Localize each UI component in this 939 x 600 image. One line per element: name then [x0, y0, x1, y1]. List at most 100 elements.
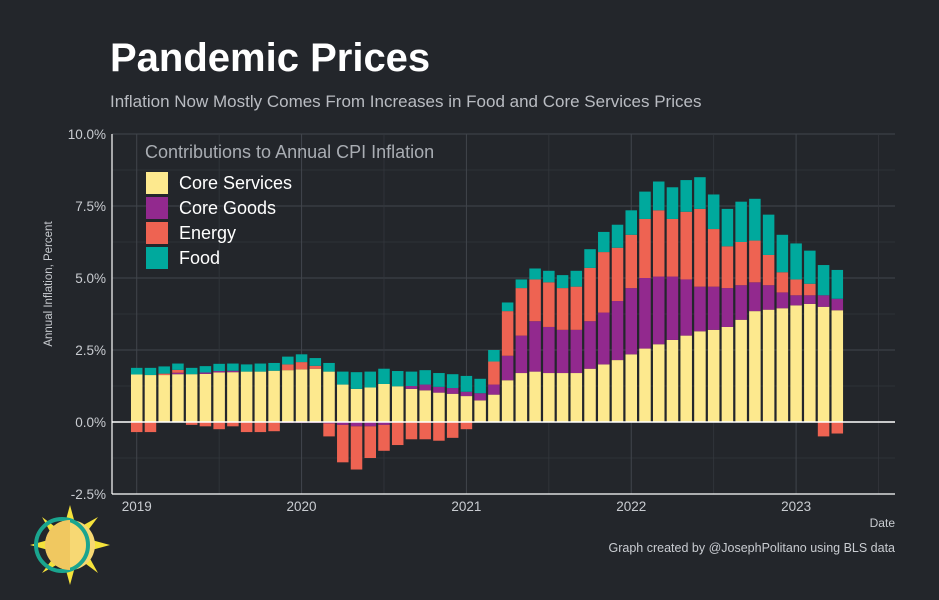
bar-segment-core-goods: [611, 301, 624, 361]
bar-segment-food: [749, 198, 761, 241]
chart-subtitle: Inflation Now Mostly Comes From Increase…: [110, 92, 702, 111]
bar-segment-energy: [570, 286, 583, 330]
bar-segment-energy: [254, 422, 267, 433]
x-axis-title: Date: [870, 516, 896, 530]
bar-segment-food: [185, 367, 198, 375]
bar-segment-core-services: [831, 310, 844, 422]
bar-segment-core-services: [446, 393, 459, 422]
bar-segment-food: [790, 243, 802, 280]
bar-segment-food: [419, 370, 431, 385]
bar-segment-core-goods: [707, 286, 720, 330]
bar-segment-energy: [199, 422, 212, 427]
bar-segment-core-services: [433, 392, 445, 422]
bar-segment-energy: [295, 362, 308, 370]
bar-segment-energy: [762, 254, 775, 286]
bar-segment-energy: [158, 373, 170, 376]
bar-segment-core-goods: [364, 422, 377, 427]
bar-segment-energy: [639, 218, 651, 278]
bar-segment-food: [309, 358, 322, 366]
bar-segment-core-services: [254, 371, 267, 422]
bar-segment-core-goods: [666, 276, 679, 340]
bar-segment-core-services: [268, 370, 280, 422]
legend-swatch: [146, 222, 168, 244]
bar-segment-food: [817, 265, 830, 296]
bar-segment-energy: [625, 234, 638, 289]
bar-segment-food: [707, 194, 720, 230]
bar-segment-core-services: [323, 371, 335, 422]
bar-segment-energy: [213, 422, 225, 430]
legend-label: Core Goods: [179, 198, 276, 218]
sun-logo-icon: [30, 505, 110, 585]
legend-swatch: [146, 247, 168, 269]
bar-segment-core-services: [556, 373, 569, 422]
bar-segment-energy: [240, 422, 253, 433]
bar-segment-core-services: [199, 373, 212, 422]
bar-segment-core-goods: [652, 276, 665, 345]
bar-segment-core-goods: [460, 391, 473, 397]
bar-segment-core-services: [762, 309, 775, 422]
bar-segment-core-services: [804, 303, 816, 422]
bar-segment-energy: [721, 246, 734, 289]
bar-segment-core-goods: [378, 422, 390, 425]
bar-segment-energy: [804, 283, 816, 296]
bar-segment-core-services: [185, 374, 198, 422]
x-tick-label: 2022: [616, 499, 646, 514]
bar-segment-energy: [391, 422, 404, 446]
bar-segment-core-services: [639, 348, 651, 422]
bar-segment-core-goods: [556, 329, 569, 374]
bar-segment-core-goods: [625, 288, 638, 355]
bar-segment-energy: [378, 424, 390, 451]
y-tick-label: 7.5%: [75, 199, 106, 214]
bar-segment-core-services: [707, 329, 720, 422]
bar-segment-energy: [460, 422, 473, 430]
bar-segment-food: [543, 270, 555, 283]
bar-segment-core-services: [213, 372, 225, 422]
bar-segment-energy: [611, 247, 624, 302]
bars: [130, 177, 844, 470]
bar-segment-food: [130, 367, 143, 375]
legend-swatch: [146, 197, 168, 219]
bar-segment-food: [762, 214, 775, 255]
bar-segment-core-goods: [501, 355, 514, 381]
bar-segment-food: [350, 372, 363, 389]
bar-segment-energy: [309, 365, 322, 369]
bar-segment-food: [515, 279, 528, 289]
y-tick-label: 2.5%: [75, 343, 106, 358]
legend-title: Contributions to Annual CPI Inflation: [145, 142, 434, 162]
bar-segment-core-goods: [639, 278, 651, 349]
bar-segment-core-services: [749, 311, 761, 422]
bar-segment-core-services: [611, 360, 624, 422]
bar-segment-core-services: [282, 370, 294, 422]
bar-segment-core-goods: [446, 388, 459, 394]
bar-segment-food: [584, 249, 596, 268]
bar-segment-core-goods: [199, 372, 212, 374]
bar-segment-food: [323, 362, 335, 372]
bar-segment-food: [213, 363, 225, 372]
bar-segment-food: [268, 362, 280, 371]
x-tick-label: 2019: [122, 499, 152, 514]
bar-segment-core-goods: [172, 372, 184, 375]
bar-segment-food: [625, 210, 638, 235]
bar-segment-core-services: [570, 373, 583, 422]
bar-segment-core-goods: [804, 295, 816, 304]
bar-segment-core-services: [474, 400, 486, 422]
bar-segment-core-services: [460, 396, 473, 422]
bar-segment-energy: [694, 208, 706, 287]
bar-segment-core-goods: [350, 422, 363, 427]
bar-segment-food: [172, 363, 184, 370]
bar-segment-energy: [350, 426, 363, 470]
bar-segment-core-services: [405, 388, 418, 422]
bar-segment-energy: [227, 422, 239, 427]
bar-segment-food: [570, 270, 583, 287]
bar-segment-energy: [185, 422, 198, 425]
bar-segment-food: [337, 371, 349, 385]
bar-segment-core-goods: [721, 288, 734, 327]
bar-segment-food: [652, 181, 665, 211]
source-caption: Graph created by @JosephPolitano using B…: [608, 541, 895, 555]
bar-segment-core-goods: [543, 326, 555, 374]
bar-segment-core-services: [598, 364, 610, 422]
bar-segment-energy: [515, 288, 528, 336]
bar-segment-core-goods: [680, 279, 692, 336]
bar-segment-core-services: [625, 354, 638, 422]
